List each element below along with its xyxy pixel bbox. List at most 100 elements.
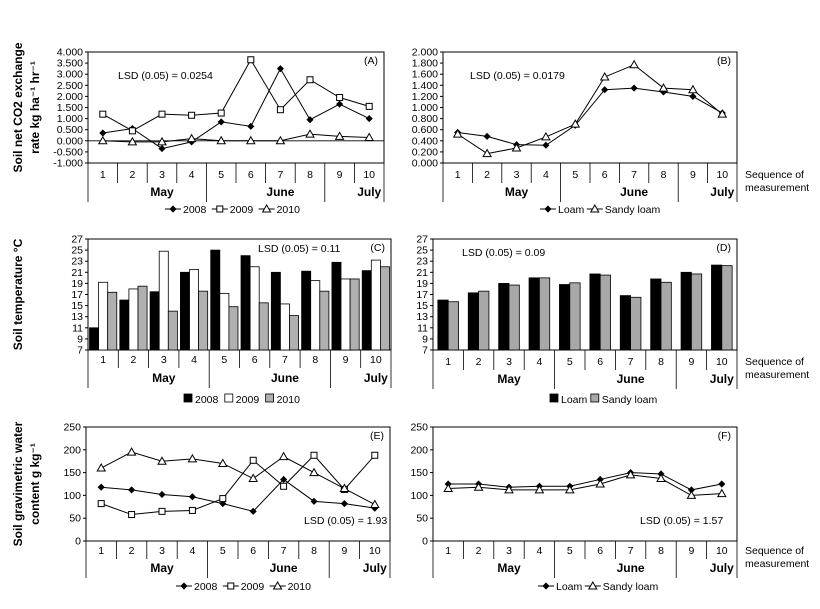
lsd-annotation: LSD (0.05) = 1.57 bbox=[640, 515, 723, 527]
x-tick-label: 4 bbox=[536, 356, 542, 368]
x-tick-label: 7 bbox=[631, 169, 637, 181]
data-point bbox=[158, 110, 166, 118]
x-tick-label: 10 bbox=[369, 545, 381, 557]
y-tick-label: 2.000 bbox=[412, 47, 438, 59]
y-tick-label: 150 bbox=[63, 467, 81, 479]
series-line-sandy-loam bbox=[457, 64, 723, 155]
bar bbox=[559, 284, 571, 351]
y-tick-label: 21 bbox=[416, 267, 428, 279]
bar bbox=[219, 292, 230, 351]
month-label: July bbox=[710, 561, 734, 575]
legend-swatch bbox=[590, 393, 600, 403]
data-point bbox=[99, 110, 107, 118]
legend-label: 2009 bbox=[236, 394, 260, 406]
y-tick-label: 0 bbox=[422, 536, 428, 548]
data-point bbox=[247, 56, 255, 64]
x-tick-label: 1 bbox=[98, 545, 104, 557]
y-axis-title: Soil net CO2 exchange bbox=[11, 42, 25, 172]
panel-label: (C) bbox=[370, 242, 385, 254]
legend-marker bbox=[589, 203, 600, 213]
x-note: measurement bbox=[745, 558, 809, 570]
data-point bbox=[219, 500, 227, 508]
x-tick-label: 3 bbox=[514, 169, 520, 181]
x-tick-label: 3 bbox=[159, 545, 165, 557]
bar bbox=[691, 273, 703, 351]
data-point bbox=[482, 148, 492, 158]
series-line-2008 bbox=[102, 67, 370, 150]
bar bbox=[528, 277, 540, 351]
data-point bbox=[158, 145, 166, 153]
panel-A: 4.0003.5003.0002.5002.0001.5001.0000.500… bbox=[11, 42, 385, 216]
x-tick-label: 2 bbox=[484, 169, 490, 181]
data-point bbox=[249, 456, 257, 464]
y-tick-label: 27 bbox=[71, 234, 83, 246]
panel-label: (E) bbox=[370, 430, 384, 442]
lsd-annotation: LSD (0.05) = 1.93 bbox=[304, 515, 387, 527]
bar bbox=[270, 271, 281, 351]
bar bbox=[137, 285, 148, 351]
bar bbox=[149, 291, 160, 351]
bar bbox=[240, 255, 251, 351]
y-tick-label: 0.600 bbox=[412, 124, 438, 136]
data-point bbox=[443, 483, 454, 493]
data-point bbox=[716, 488, 727, 498]
data-point bbox=[186, 133, 197, 143]
lsd-annotation: LSD (0.05) = 0.11 bbox=[258, 243, 341, 255]
data-point bbox=[629, 59, 639, 69]
x-tick-label: 2 bbox=[476, 545, 482, 557]
bar bbox=[650, 278, 662, 351]
y-tick-label: 200 bbox=[63, 444, 81, 456]
data-point bbox=[718, 480, 726, 488]
month-label: June bbox=[620, 185, 648, 199]
data-point bbox=[717, 109, 728, 118]
x-tick-label: 4 bbox=[189, 545, 195, 557]
data-point bbox=[248, 473, 259, 483]
x-tick-label: 10 bbox=[370, 354, 382, 366]
x-tick-label: 7 bbox=[628, 545, 634, 557]
x-tick-label: 5 bbox=[220, 545, 226, 557]
data-point bbox=[275, 135, 286, 145]
month-label: June bbox=[617, 372, 645, 386]
data-point bbox=[97, 135, 108, 145]
bar bbox=[630, 296, 642, 351]
y-tick-label: 13 bbox=[416, 311, 428, 323]
x-tick-label: 3 bbox=[159, 169, 165, 181]
bar bbox=[721, 265, 733, 351]
bar bbox=[249, 266, 260, 351]
bar bbox=[539, 277, 551, 351]
x-tick-label: 2 bbox=[131, 354, 137, 366]
legend-label: 2008 bbox=[183, 204, 207, 216]
legend-label: Sandy loam bbox=[605, 204, 661, 216]
legend-label: 2010 bbox=[288, 581, 312, 593]
x-tick-label: 1 bbox=[100, 354, 106, 366]
data-point bbox=[504, 484, 514, 494]
bar bbox=[301, 270, 312, 351]
x-tick-label: 2 bbox=[129, 545, 135, 557]
legend-label: Loam bbox=[561, 394, 588, 406]
x-tick-label: 2 bbox=[129, 169, 135, 181]
data-point bbox=[452, 129, 463, 138]
y-tick-label: 100 bbox=[63, 490, 81, 502]
bar bbox=[198, 290, 209, 351]
data-point bbox=[336, 100, 344, 108]
month-label: July bbox=[357, 185, 381, 199]
series-line-2010 bbox=[100, 451, 376, 505]
month-label: May bbox=[497, 561, 521, 575]
legend-marker bbox=[180, 582, 188, 590]
panel-label: (F) bbox=[718, 430, 731, 442]
lsd-annotation: LSD (0.05) = 0.09 bbox=[462, 247, 545, 259]
month-label: May bbox=[152, 371, 176, 385]
legend-label: 2010 bbox=[277, 394, 301, 406]
legend-label: Loam bbox=[558, 204, 585, 216]
data-point bbox=[511, 143, 522, 152]
bar bbox=[180, 271, 190, 351]
data-point bbox=[128, 511, 136, 519]
x-note: Sequence of bbox=[745, 545, 804, 557]
y-tick-label: 3.500 bbox=[57, 58, 83, 70]
bar bbox=[569, 282, 581, 351]
y-axis-title: Soil gravimetric water bbox=[11, 421, 25, 546]
y-tick-label: 0.000 bbox=[412, 158, 438, 170]
bar bbox=[210, 249, 221, 351]
